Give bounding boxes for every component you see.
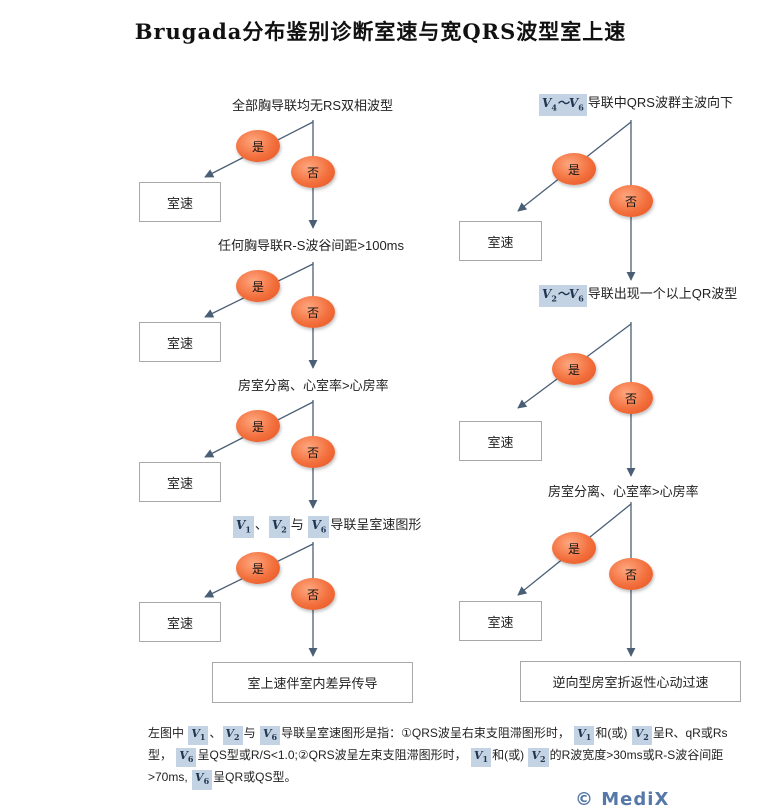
note-text: 呈QS型或R/S<1.0;②QRS波呈左束支阻滞图形时， — [197, 748, 467, 763]
no-oval: 否 — [291, 156, 335, 188]
note-text: 与 — [243, 726, 256, 740]
vt-box: 室速 — [459, 221, 542, 261]
lead-v6-badge: V6 — [192, 770, 213, 790]
yes-oval: 是 — [236, 410, 280, 442]
no-label: 否 — [624, 391, 637, 406]
left-end-label: 室上速伴室内差异传导 — [247, 676, 378, 691]
yes-label: 是 — [251, 139, 264, 154]
no-oval: 否 — [291, 436, 335, 468]
no-label: 否 — [306, 587, 319, 602]
lead-v4-v6-badge: V4～V6 — [539, 94, 587, 117]
left-question-4: V1、 V2 与 V6 导联呈室速图形 — [232, 514, 422, 539]
yes-oval: 是 — [236, 552, 280, 584]
footnote: 左图中 V1、 V2 与 V6 导联呈室速图形是指：①QRS波呈右束支阻滞图形时， V… — [148, 723, 748, 790]
note-text: 和(或) — [492, 748, 525, 763]
no-oval: 否 — [291, 296, 335, 328]
vt-box: 室速 — [139, 182, 221, 222]
right-question-1: V4～V6 导联中QRS波群主波向下 — [538, 92, 733, 117]
note-text: 呈R、qR或Rs型， — [148, 726, 728, 763]
question-text: 导联出现一个以上QR波型 — [587, 286, 738, 301]
left-question-3: 房室分离、心室率>心房率 — [238, 378, 389, 393]
watermark-logo: © MediX — [575, 789, 670, 810]
lead-v6-badge: V6 — [308, 516, 330, 539]
left-question-2: 任何胸导联R-S波谷间距>100ms — [218, 238, 404, 253]
diagram-title: Brugada分布鉴别诊断室速与宽QRS波型室上速 — [134, 19, 627, 44]
vt-label: 室速 — [487, 434, 514, 450]
vt-label: 室速 — [487, 614, 514, 630]
yes-label: 是 — [251, 561, 264, 576]
vt-box: 室速 — [459, 601, 542, 641]
yes-oval: 是 — [236, 130, 280, 162]
vt-label: 室速 — [166, 195, 193, 211]
left-question-1: 全部胸导联均无RS双相波型 — [232, 98, 394, 113]
lead-v6-badge: V6 — [176, 748, 197, 768]
note-text: 的R波宽度>30ms或R-S波谷间距>70ms, — [148, 748, 724, 785]
vt-box: 室速 — [139, 322, 221, 362]
vt-label: 室速 — [166, 615, 193, 631]
no-label: 否 — [306, 305, 319, 320]
right-question-3: 房室分离、心室率>心房率 — [548, 484, 699, 499]
yes-oval: 是 — [236, 270, 280, 302]
note-text: 呈QR或QS型。 — [213, 770, 297, 785]
lead-v2-v6-badge: V2～V6 — [539, 285, 587, 308]
no-oval: 否 — [291, 578, 335, 610]
no-oval: 否 — [609, 382, 653, 414]
and-text: 与 — [290, 517, 304, 532]
vt-label: 室速 — [487, 234, 514, 250]
lead-v2-badge: V2 — [222, 726, 243, 746]
note-text: 和(或) — [595, 726, 628, 740]
no-label: 否 — [624, 567, 637, 582]
question-text: 导联呈室速图形 — [330, 517, 422, 532]
right-question-2: V2～V6 导联出现一个以上QR波型 — [538, 283, 738, 308]
vt-box: 室速 — [139, 462, 221, 502]
question-text: 导联中QRS波群主波向下 — [587, 95, 733, 110]
vt-box: 室速 — [459, 421, 542, 461]
lead-v6-badge: V6 — [259, 726, 281, 746]
vt-label: 室速 — [166, 475, 193, 491]
yes-oval: 是 — [552, 353, 596, 385]
vt-label: 室速 — [166, 335, 193, 351]
lead-v2-badge: V2 — [631, 726, 652, 746]
lead-v1-badge: V1 — [233, 516, 254, 539]
note-text: 导联呈室速图形是指：①QRS波呈右束支阻滞图形时， — [281, 726, 570, 740]
no-label: 否 — [306, 445, 319, 460]
no-oval: 否 — [609, 185, 653, 217]
lead-v1-badge: V1 — [574, 726, 595, 746]
note-text: 、 — [209, 726, 222, 740]
lead-v2-badge: V2 — [528, 748, 549, 768]
note-text: 左图中 — [148, 726, 185, 740]
lead-v1-badge: V1 — [470, 748, 492, 768]
no-oval: 否 — [609, 558, 653, 590]
vt-box: 室速 — [139, 602, 221, 642]
yes-label: 是 — [251, 279, 264, 294]
separator: 、 — [254, 517, 268, 532]
yes-label: 是 — [567, 162, 580, 177]
left-end-box: 室上速伴室内差异传导 — [212, 662, 413, 703]
no-label: 否 — [306, 165, 319, 180]
right-end-label: 逆向型房室折返性心动过速 — [552, 675, 709, 690]
lead-v2-badge: V2 — [268, 516, 290, 539]
yes-label: 是 — [567, 541, 580, 556]
lead-v1-badge: V1 — [188, 726, 209, 746]
no-label: 否 — [624, 194, 637, 209]
yes-label: 是 — [251, 419, 264, 434]
yes-oval: 是 — [552, 532, 596, 564]
yes-label: 是 — [567, 362, 580, 377]
yes-oval: 是 — [552, 153, 596, 185]
right-end-box: 逆向型房室折返性心动过速 — [520, 661, 741, 702]
